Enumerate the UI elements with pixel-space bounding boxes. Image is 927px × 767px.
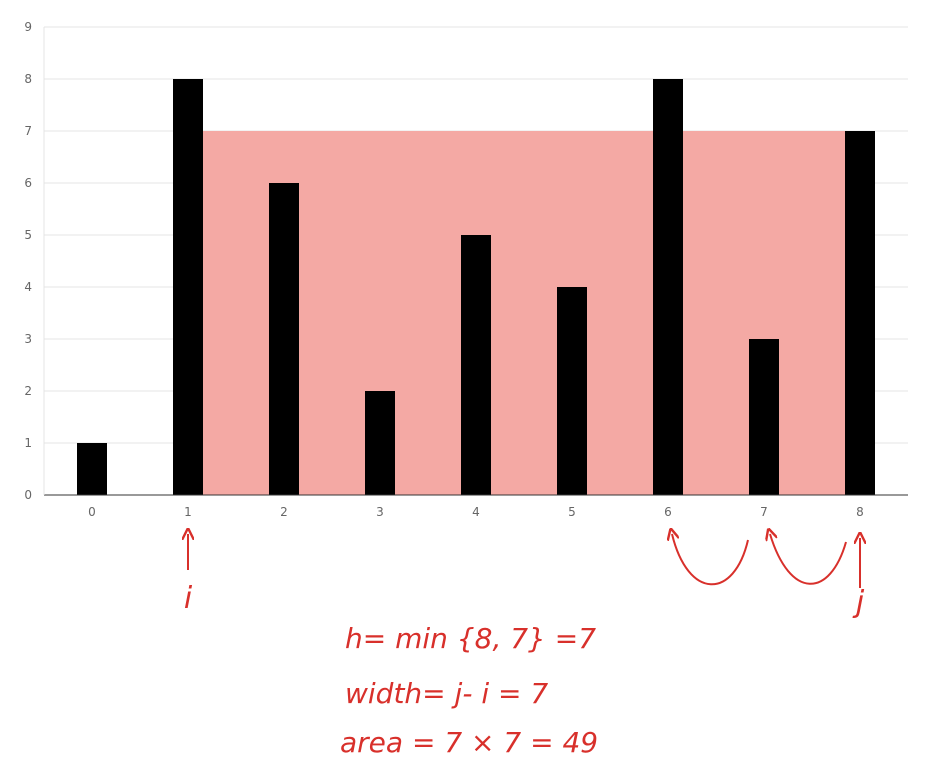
note-width: width= j- i = 7 (345, 677, 548, 710)
y-tick-labels: 0 1 2 3 4 5 6 7 8 9 (24, 20, 32, 502)
bar-2 (269, 183, 299, 495)
x-tick-label: 7 (760, 505, 768, 519)
x-tick-labels: 0 1 2 3 4 5 6 7 8 (88, 505, 864, 519)
y-tick-label: 6 (24, 176, 32, 190)
note-height: h= min {8, 7} =7 (345, 622, 596, 655)
pointer-annotations: i j (184, 534, 865, 620)
calculation-notes: h= min {8, 7} =7 width= j- i = 7 area = … (340, 622, 598, 759)
y-tick-label: 7 (24, 124, 32, 138)
x-tick-label: 0 (88, 505, 96, 519)
y-tick-label: 1 (24, 436, 32, 450)
x-tick-label: 3 (376, 505, 384, 519)
x-tick-label: 6 (664, 505, 672, 519)
y-tick-label: 5 (24, 228, 32, 242)
bar-5 (557, 287, 587, 495)
bar-0 (77, 443, 107, 495)
y-tick-label: 8 (24, 72, 32, 86)
note-area: area = 7 × 7 = 49 (340, 726, 598, 759)
pointer-i-label: i (184, 581, 193, 616)
x-tick-label: 5 (568, 505, 576, 519)
bars (77, 79, 875, 495)
y-tick-label: 4 (24, 280, 32, 294)
y-tick-label: 3 (24, 332, 32, 346)
move-arrow-7-8 (770, 534, 847, 585)
bar-8 (845, 131, 875, 495)
pointer-j-label: j (852, 585, 865, 620)
move-arrow-6-7 (672, 534, 749, 586)
y-tick-label: 9 (24, 20, 32, 34)
bar-1 (173, 79, 203, 495)
x-tick-label: 8 (856, 505, 864, 519)
y-tick-label: 0 (24, 488, 32, 502)
x-tick-label: 2 (280, 505, 288, 519)
bar-3 (365, 391, 395, 495)
x-tick-label: 1 (184, 505, 192, 519)
x-tick-label: 4 (472, 505, 480, 519)
bar-6 (653, 79, 683, 495)
bar-4 (461, 235, 491, 495)
bar-7 (749, 339, 779, 495)
y-tick-label: 2 (24, 384, 32, 398)
